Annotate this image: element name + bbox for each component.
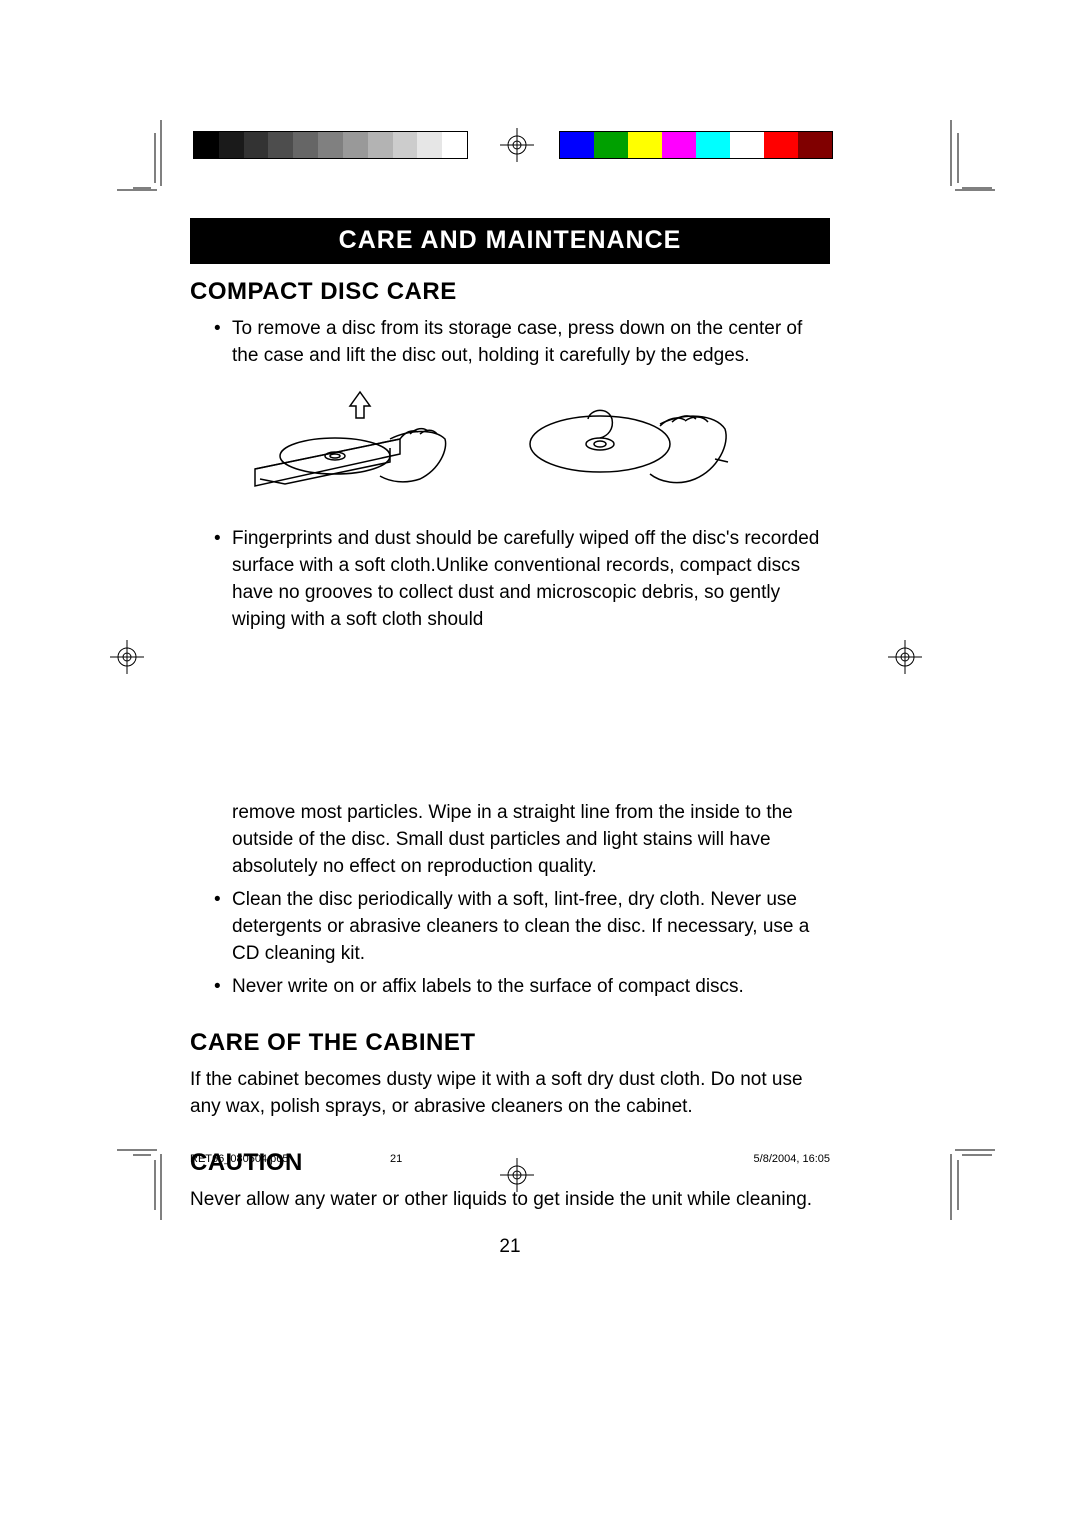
color-calibration-strip xyxy=(559,131,833,159)
column-gap xyxy=(190,640,830,800)
footer-imprint: RET66_080504.p65 21 5/8/2004, 16:05 xyxy=(190,1153,830,1165)
section-heading-disc-care: COMPACT DISC CARE xyxy=(190,278,830,306)
page-title-bar: CARE AND MAINTENANCE xyxy=(190,218,830,264)
figure-remove-disc-icon xyxy=(240,384,450,504)
imprint-filename: RET66_080504.p65 xyxy=(190,1153,390,1165)
disc-care-continuation: remove most particles. Wipe in a straigh… xyxy=(190,800,830,881)
imprint-datetime: 5/8/2004, 16:05 xyxy=(554,1153,830,1165)
list-item: Clean the disc periodically with a soft,… xyxy=(214,887,830,968)
disc-care-bullets-2: Fingerprints and dust should be carefull… xyxy=(190,526,830,634)
crop-mark-top-left-inner xyxy=(133,133,173,193)
crop-mark-top-right-inner xyxy=(952,133,992,193)
caution-text: Never allow any water or other liquids t… xyxy=(190,1187,830,1214)
crop-mark-bottom-right-inner xyxy=(952,1150,992,1210)
registration-target-icon xyxy=(500,128,534,162)
page-number: 21 xyxy=(190,1236,830,1258)
registration-target-icon xyxy=(888,640,922,674)
disc-care-bullets: To remove a disc from its storage case, … xyxy=(190,316,830,370)
list-item: Never write on or affix labels to the su… xyxy=(214,974,830,1001)
disc-figure-row xyxy=(240,384,830,504)
crop-mark-bottom-left-inner xyxy=(133,1150,173,1210)
page-title: CARE AND MAINTENANCE xyxy=(339,226,682,254)
cabinet-text: If the cabinet becomes dusty wipe it wit… xyxy=(190,1067,830,1121)
registration-target-icon xyxy=(110,640,144,674)
list-item: To remove a disc from its storage case, … xyxy=(214,316,830,370)
imprint-page: 21 xyxy=(390,1153,520,1165)
figure-hold-disc-icon xyxy=(510,384,730,504)
section-heading-cabinet: CARE OF THE CABINET xyxy=(190,1029,830,1057)
list-item: Fingerprints and dust should be carefull… xyxy=(214,526,830,634)
disc-care-bullets-3: Clean the disc periodically with a soft,… xyxy=(190,887,830,1001)
document-page: CARE AND MAINTENANCE COMPACT DISC CARE T… xyxy=(190,218,830,1258)
grayscale-calibration-strip xyxy=(193,131,468,159)
